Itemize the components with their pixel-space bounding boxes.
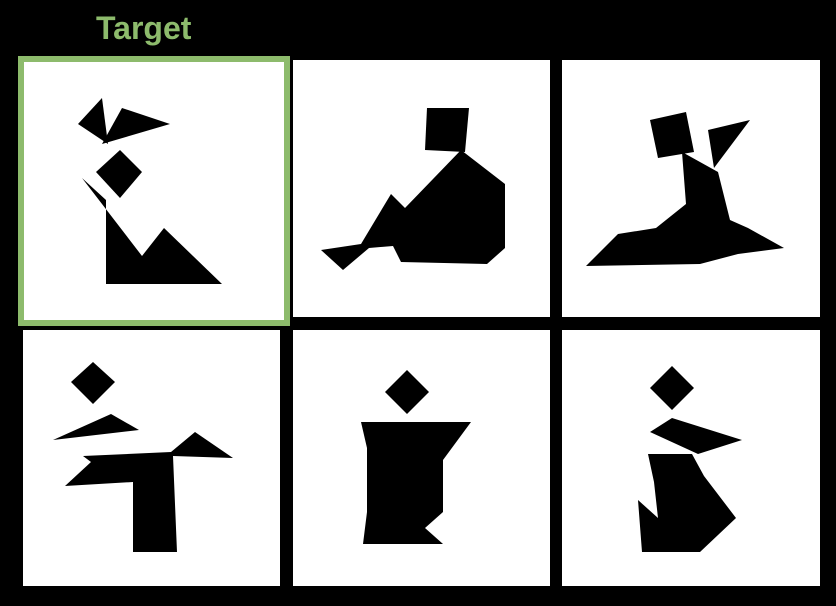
body-piece <box>321 150 505 270</box>
body-piece <box>586 152 784 266</box>
tangram-standing-figure-icon <box>361 370 471 544</box>
tangram-running-figure-icon <box>53 362 233 552</box>
head-square-piece <box>650 366 694 410</box>
head-flag-right-piece <box>102 108 170 144</box>
head-flag-left-piece <box>78 98 108 144</box>
tangram-sitting-figure-icon <box>321 108 505 270</box>
option-card-2[interactable] <box>562 60 820 317</box>
target-card <box>18 56 290 326</box>
option-card-5[interactable] <box>562 330 820 586</box>
head-square-piece <box>71 362 115 404</box>
arm-piece <box>708 120 750 168</box>
head-square-piece <box>425 108 469 152</box>
tangram-target-figure-icon <box>78 98 222 284</box>
arm-piece <box>650 418 742 454</box>
head-square-piece <box>650 112 694 158</box>
body-piece <box>361 422 471 544</box>
option-card-1[interactable] <box>293 60 550 317</box>
option-card-4[interactable] <box>293 330 550 586</box>
head-square-piece <box>385 370 429 414</box>
head-square-piece <box>96 150 142 198</box>
option-card-3[interactable] <box>23 330 280 586</box>
body-piece <box>65 432 233 552</box>
target-label: Target <box>96 10 192 46</box>
tangram-reclining-figure-icon <box>586 112 784 266</box>
body-piece <box>638 454 736 552</box>
arm-piece <box>53 414 139 440</box>
body-piece <box>82 178 222 284</box>
tangram-kneeling-figure-icon <box>638 366 742 552</box>
